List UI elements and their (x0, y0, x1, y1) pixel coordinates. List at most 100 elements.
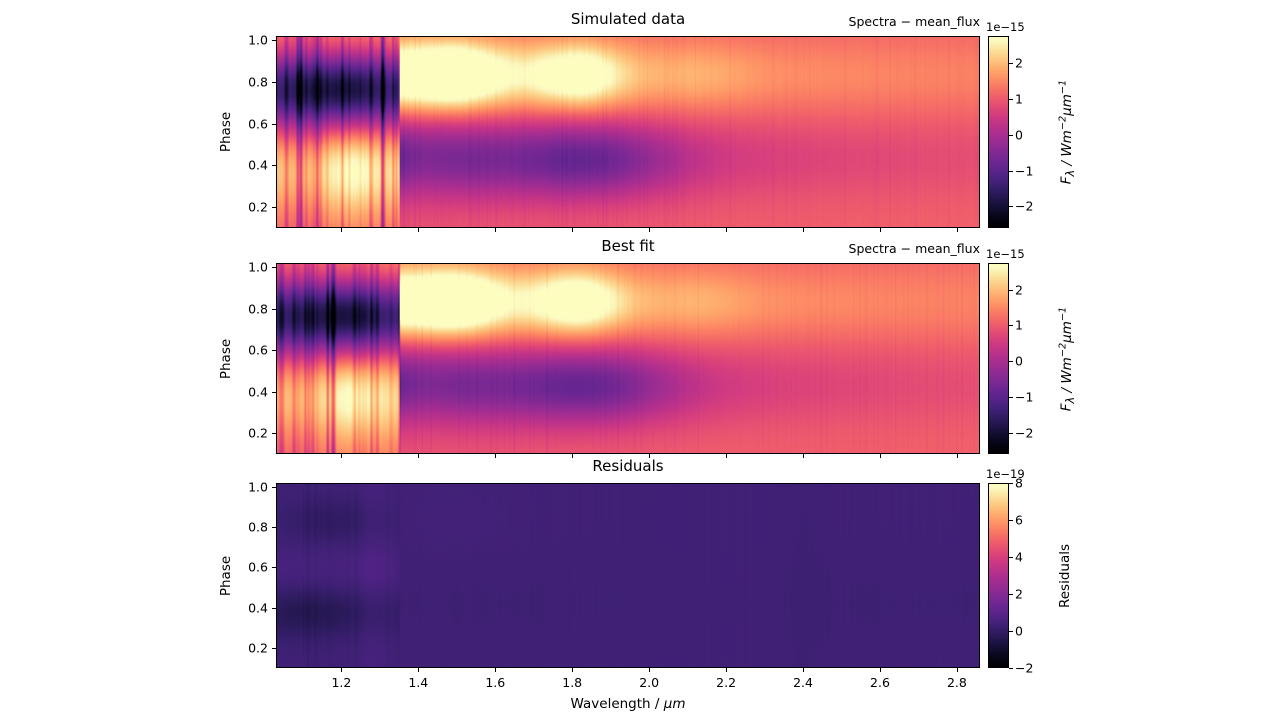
colorbar-tickmark (1009, 396, 1013, 398)
colorbar-tickmark (1009, 170, 1013, 172)
y-tick-label: 1.0 (248, 479, 268, 495)
y-tickmark (272, 527, 276, 529)
x-tickmark (341, 228, 343, 232)
x-tickmark (495, 454, 497, 458)
colorbar-label-subscript: λ (1064, 396, 1078, 403)
x-tickmark (418, 228, 420, 232)
colorbar-offset-text-3: 1e−19 (986, 467, 1025, 481)
colorbar-tick-label: −2 (1015, 198, 1034, 214)
colorbar-3 (988, 483, 1009, 668)
plot-area-2 (276, 263, 980, 454)
y-tick-label: 0.8 (248, 519, 268, 535)
colorbar-1 (988, 36, 1009, 228)
colorbar-tickmark (1009, 98, 1013, 100)
colorbar-label-text: Residuals (1057, 543, 1073, 608)
x-tickmark (572, 228, 574, 232)
y-tickmark (272, 350, 276, 352)
heatmap-canvas-1 (277, 37, 979, 227)
colorbar-tick-label: 1 (1015, 317, 1023, 333)
colorbar-gradient-1 (989, 37, 1008, 227)
y-tick-label: 0.2 (248, 425, 268, 441)
x-tickmark (649, 668, 651, 672)
x-tickmark (495, 228, 497, 232)
x-tickmark (572, 668, 574, 672)
colorbar-tick-label: −2 (1015, 425, 1034, 441)
x-tick-label: 1.8 (562, 675, 583, 690)
heatmap-canvas-3 (277, 484, 979, 667)
colorbar-tick-label: −1 (1015, 163, 1034, 179)
x-tickmark (803, 228, 805, 232)
colorbar-tickmark (1009, 134, 1013, 136)
x-tickmark (418, 668, 420, 672)
x-tick-label: 1.6 (485, 675, 506, 690)
colorbar-tickmark (1009, 432, 1013, 434)
y-tickmark (272, 433, 276, 435)
colorbar-label-symbol: F (1058, 176, 1075, 185)
colorbar-tickmark (1009, 557, 1013, 558)
x-tick-label: 2.4 (793, 675, 813, 690)
x-tick-label: 1.2 (331, 675, 352, 690)
y-tick-label: 0.4 (248, 157, 268, 173)
y-tick-label: 0.6 (248, 559, 268, 575)
x-tick-label: 2.8 (946, 675, 967, 690)
y-tickmark (272, 81, 276, 83)
x-tickmark (649, 454, 651, 458)
colorbar-label-units: / Wm−2μm−1 (1057, 79, 1075, 170)
colorbar-tick-label: 0 (1015, 353, 1023, 369)
colorbar-tickmark (1009, 520, 1013, 521)
y-tick-label: 1.0 (248, 32, 268, 48)
colorbar-label-1: Fλ / Wm−2μm−1 (1057, 80, 1077, 184)
colorbar-2 (988, 263, 1009, 454)
colorbar-tick-label: 4 (1015, 549, 1023, 565)
colorbar-gradient-2 (989, 264, 1008, 453)
y-tick-label: 0.2 (248, 640, 268, 656)
colorbar-tick-label: −1 (1015, 389, 1034, 405)
plot-area-1 (276, 36, 980, 228)
x-tickmark (572, 454, 574, 458)
x-tick-label: 2.2 (716, 675, 737, 690)
heatmap-1 (277, 37, 979, 227)
x-tickmark (803, 668, 805, 672)
x-tickmark (418, 454, 420, 458)
colorbar-tickmark (1009, 62, 1013, 64)
y-tickmark (272, 267, 276, 269)
y-tick-label: 0.6 (248, 116, 268, 132)
y-tickmark (272, 40, 276, 42)
colorbar-tick-label: 2 (1015, 55, 1023, 71)
x-tick-label: 1.4 (408, 675, 429, 690)
colorbar-offset-text-2: 1e−15 (986, 247, 1025, 261)
x-tickmark (341, 668, 343, 672)
y-tickmark (272, 391, 276, 393)
colorbar-tick-label: 2 (1015, 282, 1023, 298)
corner-note-1: Spectra − mean_flux (848, 14, 980, 29)
colorbar-label-subscript: λ (1064, 169, 1078, 177)
colorbar-tickmark (1009, 668, 1013, 669)
y-axis-label-1: Phase (218, 111, 234, 153)
colorbar-tick-label: 0 (1015, 623, 1023, 639)
y-tick-label: 0.8 (248, 301, 268, 317)
colorbar-tick-label: 1 (1015, 91, 1023, 107)
x-tick-label: 2.0 (639, 675, 660, 690)
y-axis-label-3: Phase (218, 555, 234, 596)
colorbar-tick-label: 6 (1015, 512, 1023, 528)
colorbar-tickmark (1009, 289, 1013, 291)
colorbar-tickmark (1009, 483, 1013, 484)
y-tick-label: 0.2 (248, 199, 268, 215)
colorbar-label-symbol: F (1058, 402, 1075, 411)
x-tickmark (803, 454, 805, 458)
y-tick-label: 0.8 (248, 74, 268, 90)
x-tickmark (956, 228, 958, 232)
colorbar-tickmark (1009, 325, 1013, 327)
y-tick-label: 1.0 (248, 259, 268, 275)
colorbar-gradient-3 (989, 484, 1008, 667)
y-tickmark (272, 123, 276, 125)
colorbar-tickmark (1009, 361, 1013, 363)
y-tickmark (272, 567, 276, 569)
x-tickmark (879, 668, 881, 672)
x-tickmark (956, 668, 958, 672)
y-tick-label: 0.4 (248, 384, 268, 400)
y-tickmark (272, 308, 276, 310)
corner-note-2: Spectra − mean_flux (848, 241, 980, 256)
x-tickmark (879, 228, 881, 232)
heatmap-3 (277, 484, 979, 667)
